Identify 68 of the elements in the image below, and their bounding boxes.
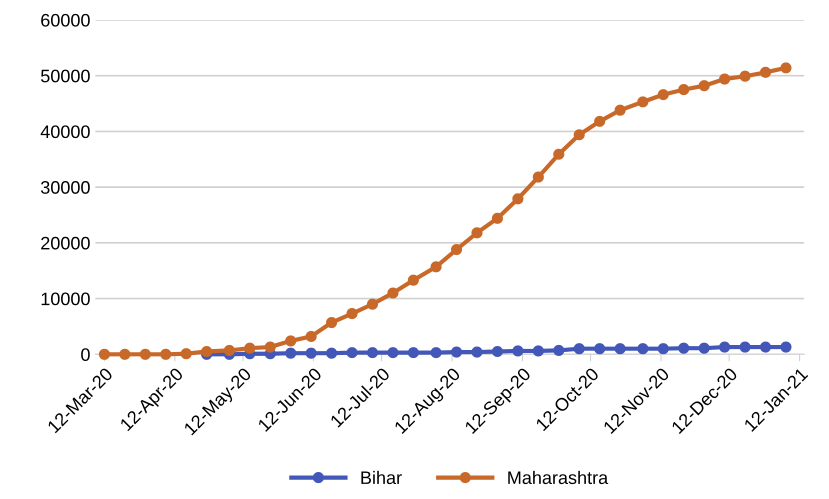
point: [637, 96, 648, 108]
point: [346, 347, 358, 358]
point: [244, 342, 256, 354]
point: [430, 347, 442, 358]
point: [698, 80, 710, 92]
y-tick-label: 30000: [40, 181, 90, 194]
point: [201, 346, 212, 358]
point: [471, 227, 483, 238]
point: [492, 346, 503, 358]
point: [408, 274, 419, 286]
legend-label: Maharashtra: [508, 470, 608, 484]
point: [614, 104, 626, 116]
point: [594, 343, 606, 354]
point: [574, 343, 585, 354]
point: [224, 344, 235, 356]
point: [326, 348, 338, 359]
legend-label: Bihar: [361, 470, 402, 484]
point: [408, 347, 419, 358]
point: [658, 89, 669, 100]
point: [366, 298, 378, 310]
point: [430, 261, 442, 272]
point: [719, 341, 730, 353]
point: [594, 116, 606, 127]
point: [160, 348, 172, 360]
y-tick-label: 20000: [41, 236, 90, 250]
point: [637, 343, 648, 354]
point: [658, 343, 669, 354]
point: [346, 308, 358, 320]
y-tick-label: 50000: [40, 70, 90, 82]
y-tick-label: 40000: [40, 125, 90, 138]
point: [760, 66, 772, 78]
point: [553, 344, 564, 356]
point: [387, 347, 398, 358]
point: [366, 347, 378, 358]
point: [264, 341, 276, 353]
point: [719, 73, 730, 85]
point: [678, 84, 690, 96]
point: [492, 212, 503, 224]
point: [760, 341, 772, 353]
point: [119, 348, 130, 360]
y-tick-label: 60000: [41, 14, 90, 27]
point: [574, 129, 585, 140]
point: [740, 70, 751, 82]
point: [180, 348, 192, 360]
y-tick-label: 0: [81, 348, 90, 362]
point: [780, 341, 792, 353]
point: [740, 341, 751, 353]
point: [532, 172, 544, 183]
point: [140, 348, 151, 360]
point: [306, 330, 317, 342]
point: [512, 193, 524, 204]
point: [326, 316, 338, 328]
point: [471, 346, 483, 358]
point: [387, 287, 398, 299]
point: [306, 348, 317, 359]
point: [780, 62, 792, 74]
point: [98, 348, 110, 360]
point: [678, 342, 690, 354]
point: [512, 345, 524, 357]
point: [532, 345, 544, 357]
point: [285, 348, 296, 359]
point: [450, 346, 462, 358]
point: [553, 148, 564, 160]
point: [614, 343, 626, 354]
y-tick-label: 10000: [42, 292, 90, 306]
point: [285, 335, 296, 346]
point: [450, 244, 462, 256]
point: [698, 342, 710, 354]
